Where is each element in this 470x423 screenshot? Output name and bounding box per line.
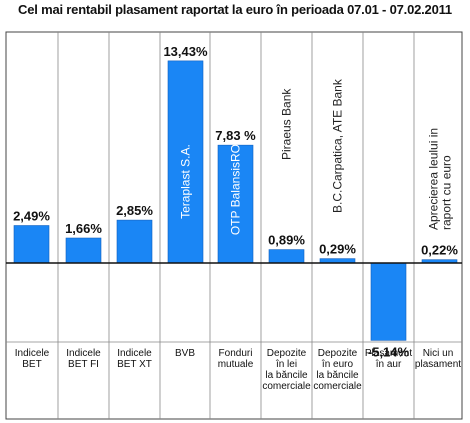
bar-name-label: Aprecierea leului in xyxy=(427,128,441,230)
category-label: comerciale xyxy=(313,381,362,392)
category-label: Depozite xyxy=(267,348,307,359)
bar xyxy=(370,262,407,341)
category-label: Depozite xyxy=(318,348,358,359)
value-label: 0,29% xyxy=(319,242,356,257)
chart-frame xyxy=(5,31,463,420)
category-label: plasament xyxy=(415,359,461,370)
value-label: 0,22% xyxy=(421,243,458,258)
value-label: 13,43% xyxy=(163,44,208,59)
category-label: Indicele xyxy=(117,348,152,359)
bar xyxy=(268,249,305,264)
value-label: -5,14% xyxy=(368,344,410,359)
bar-name-label: Teraplast S.A. xyxy=(179,144,193,219)
category-label: Fonduri xyxy=(219,348,253,359)
category-label: Plasament xyxy=(365,348,412,359)
category-label: BET FI xyxy=(68,359,99,370)
value-label: 2,85% xyxy=(116,203,153,218)
category-label: BVB xyxy=(175,348,195,359)
category-label: comerciale xyxy=(262,381,311,392)
bar xyxy=(116,219,153,264)
bar xyxy=(167,60,204,264)
bar xyxy=(65,237,102,264)
category-label: în euro xyxy=(321,359,354,370)
category-label: mutuale xyxy=(218,359,254,370)
category-label: BET XT xyxy=(117,359,152,370)
category-label: BET xyxy=(22,359,41,370)
value-label: 0,89% xyxy=(268,233,305,248)
category-label: la băncile xyxy=(316,370,359,381)
value-label: 2,49% xyxy=(13,209,50,224)
bar xyxy=(217,144,254,264)
category-label: în lei xyxy=(275,359,297,370)
value-label: 7,83 % xyxy=(215,128,256,143)
bar-name-label: raport cu euro xyxy=(440,155,454,230)
category-label: la băncile xyxy=(265,370,308,381)
bar-name-label: Piraeus Bank xyxy=(280,88,294,160)
bar-name-label: B.C.Carpatica, ATE Bank xyxy=(331,78,345,213)
category-label: Indicele xyxy=(15,348,50,359)
bar xyxy=(13,225,50,264)
category-label: Indicele xyxy=(66,348,101,359)
category-label: Nici un xyxy=(423,348,454,359)
category-label: în aur xyxy=(375,359,402,370)
chart-title: Cel mai rentabil plasament raportat la e… xyxy=(18,2,452,17)
bar-name-label: OTP BalansisRO xyxy=(229,144,243,235)
value-label: 1,66% xyxy=(65,221,102,236)
